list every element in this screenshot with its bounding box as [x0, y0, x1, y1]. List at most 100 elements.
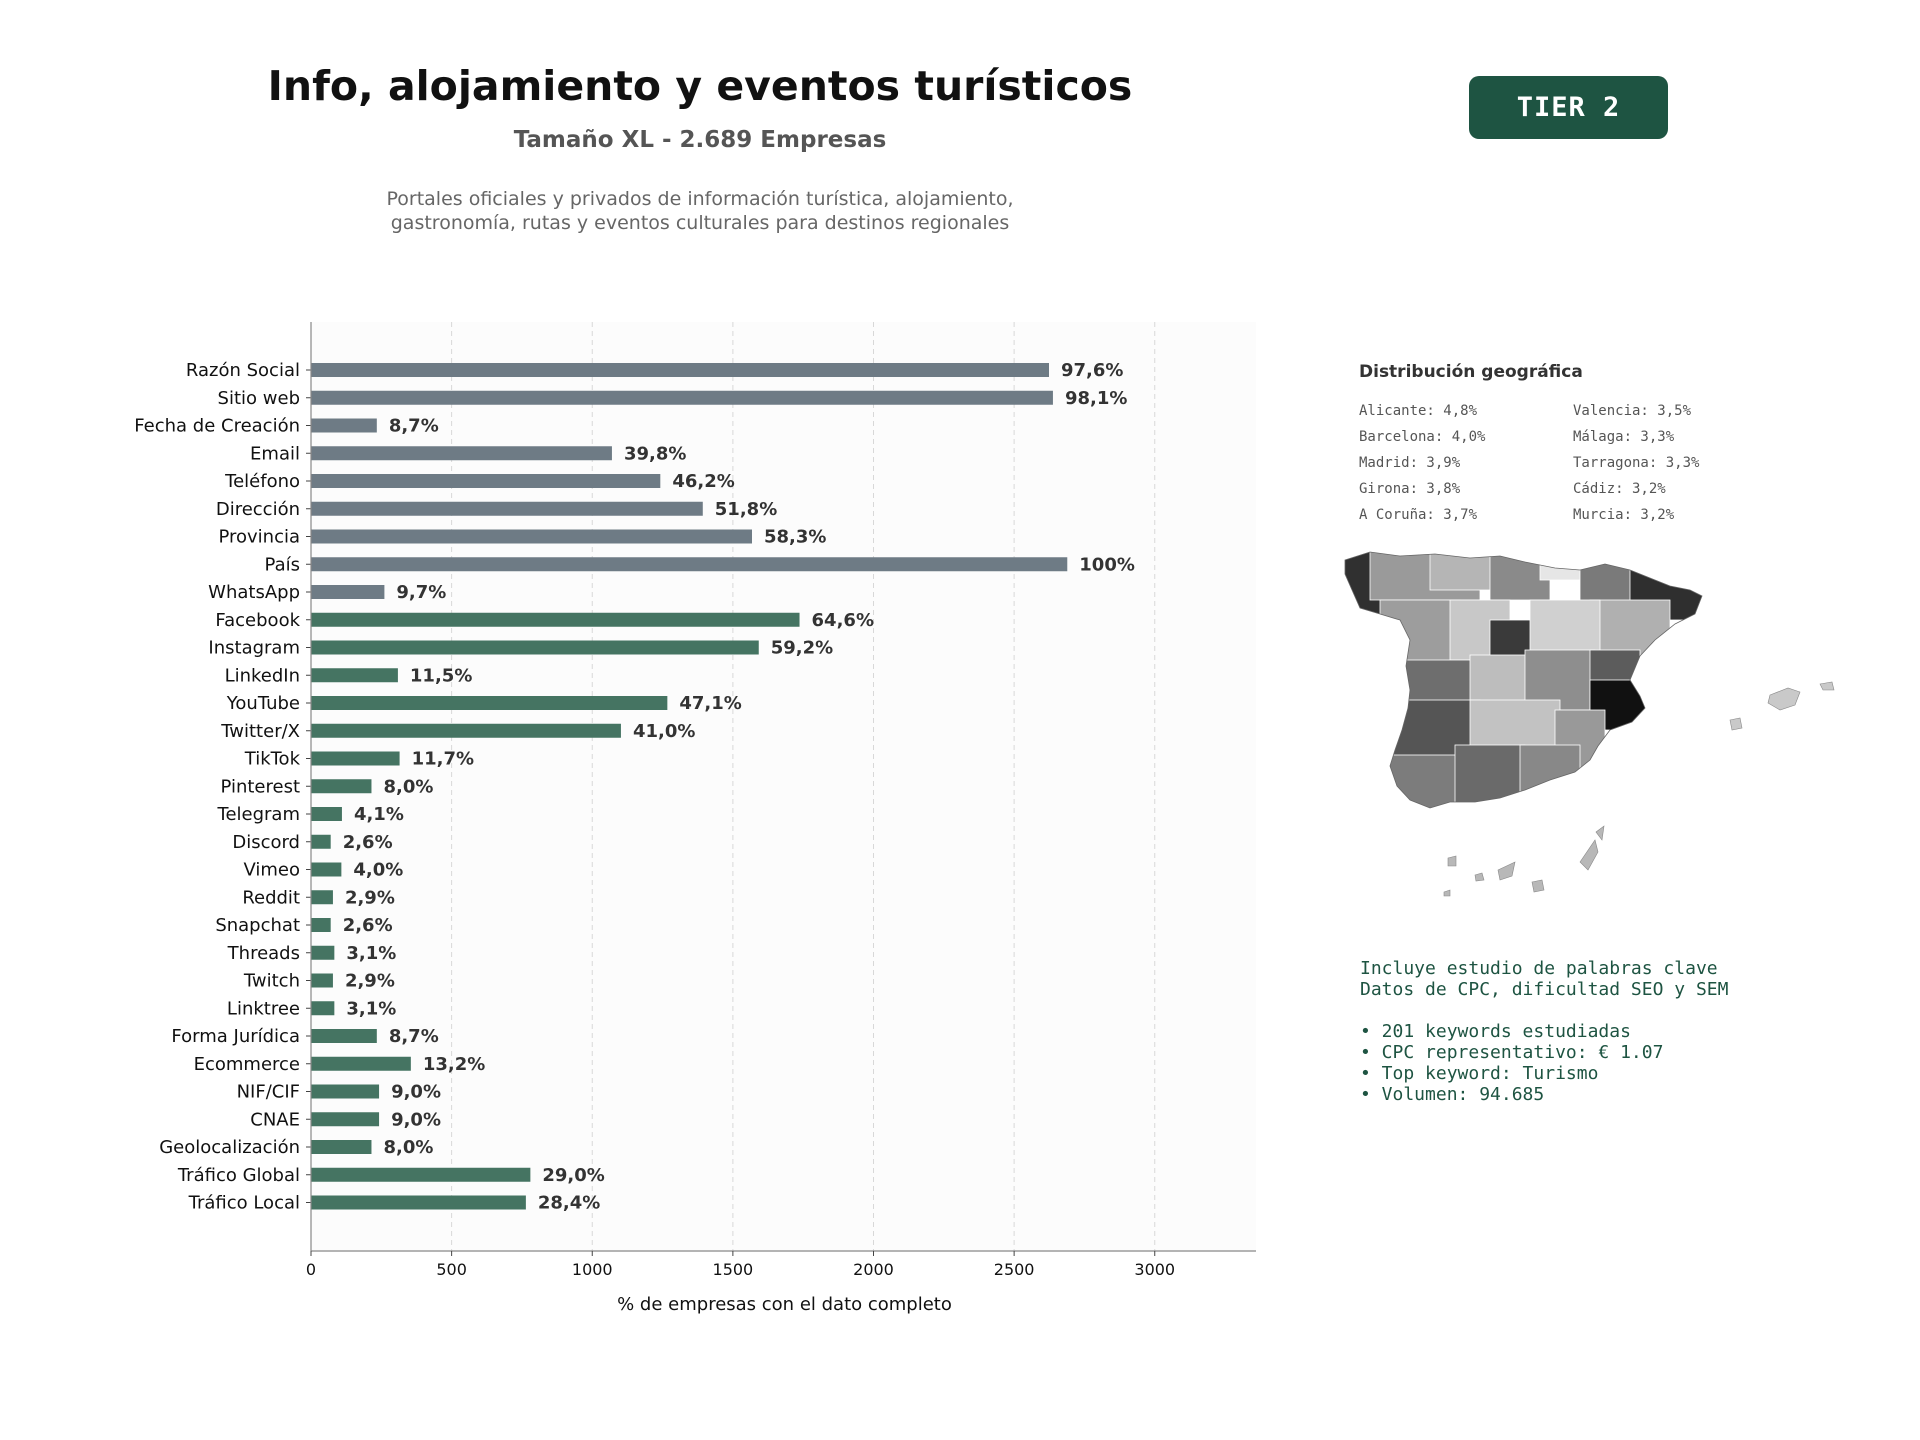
map-region: [1469, 699, 1561, 751]
page-title: Info, alojamiento y eventos turísticos: [267, 62, 1133, 110]
bar: [311, 1195, 526, 1210]
category-label: LinkedIn: [225, 665, 300, 686]
category-label: Forma Jurídica: [171, 1026, 300, 1047]
category-label: Instagram: [208, 638, 300, 659]
x-tick-label: 1000: [572, 1260, 613, 1279]
bar: [311, 723, 621, 738]
bar-value-label: 59,2%: [771, 638, 833, 659]
bar: [311, 612, 800, 627]
bar-value-label: 47,1%: [679, 693, 741, 714]
bar-value-label: 51,8%: [715, 499, 777, 520]
geo-item: A Coruña: 3,7%: [1359, 507, 1478, 523]
plot-background: [311, 322, 1256, 1251]
map-region: [1379, 754, 1461, 808]
bar-value-label: 8,0%: [383, 1137, 433, 1158]
bar-value-label: 8,7%: [389, 416, 439, 437]
category-label: Discord: [232, 832, 300, 853]
category-label: TikTok: [244, 749, 301, 770]
category-label: Tráfico Local: [188, 1193, 300, 1214]
bar-value-label: 8,0%: [383, 776, 433, 797]
geo-item: Alicante: 4,8%: [1359, 403, 1478, 419]
bar: [311, 973, 333, 988]
bar-value-label: 11,7%: [412, 749, 474, 770]
bar-value-label: 8,7%: [389, 1026, 439, 1047]
keywords-info: Incluye estudio de palabras clave Datos …: [1360, 958, 1860, 1105]
geo-item: Málaga: 3,3%: [1573, 429, 1675, 445]
geo-item: Valencia: 3,5%: [1573, 403, 1692, 419]
bar: [311, 1001, 335, 1016]
tier-badge: TIER 2: [1469, 76, 1668, 139]
bar: [311, 751, 400, 766]
bar: [311, 779, 372, 794]
category-label: Twitter/X: [220, 721, 300, 742]
bar: [311, 862, 342, 877]
category-label: Ecommerce: [194, 1054, 300, 1075]
category-label: YouTube: [226, 693, 300, 714]
bar-value-label: 11,5%: [410, 665, 472, 686]
bar-value-label: 2,9%: [345, 887, 395, 908]
geo-distribution-title: Distribución geográfica: [1359, 362, 1583, 382]
geo-item: Barcelona: 4,0%: [1359, 429, 1486, 445]
bar-value-label: 9,0%: [391, 1109, 441, 1130]
bar: [311, 1056, 411, 1071]
bar-value-label: 41,0%: [633, 721, 695, 742]
category-label: Geolocalización: [159, 1137, 300, 1158]
bar: [311, 696, 668, 710]
x-tick-label: 1500: [713, 1260, 754, 1279]
category-label: Teléfono: [224, 471, 300, 492]
bar: [311, 834, 331, 849]
bar: [311, 807, 342, 821]
category-label: Email: [250, 443, 300, 464]
x-tick-label: 2500: [994, 1260, 1035, 1279]
bar: [311, 418, 377, 433]
map-region: [1454, 744, 1526, 806]
keywords-line: Datos de CPC, dificultad SEO y SEM: [1360, 979, 1729, 1000]
bar-value-label: 39,8%: [624, 443, 686, 464]
bar-value-label: 46,2%: [672, 471, 734, 492]
spain-province-map: [1344, 551, 1835, 897]
category-label: Twitch: [243, 971, 300, 992]
keywords-bullet: • Volumen: 94.685: [1360, 1084, 1545, 1105]
category-label: Threads: [227, 943, 300, 964]
bar: [311, 668, 398, 683]
bar: [311, 945, 335, 960]
page-subtitle: Tamaño XL - 2.689 Empresas: [513, 127, 887, 153]
bar-value-label: 64,6%: [812, 610, 874, 631]
bar: [311, 501, 703, 516]
map-balearic-islands: [1729, 681, 1835, 731]
category-label: Telegram: [217, 804, 300, 825]
bar-value-label: 97,6%: [1061, 360, 1123, 381]
category-label: Fecha de Creación: [134, 416, 300, 437]
bar: [311, 1112, 380, 1127]
category-label: Sitio web: [218, 388, 300, 409]
bar-value-label: 9,7%: [396, 582, 446, 603]
bar-chart: 97,6% Razón Social 98,1% Sitio web 8,7% Fecha…: [134, 322, 1256, 1315]
keywords-bullet: • CPC representativo: € 1.07: [1360, 1042, 1664, 1063]
bar-value-label: 58,3%: [764, 527, 826, 548]
map-canary-islands: [1443, 825, 1605, 897]
bar-value-label: 100%: [1079, 554, 1135, 575]
category-label: CNAE: [250, 1109, 300, 1130]
bar-value-label: 4,0%: [353, 860, 403, 881]
map-region: [1379, 599, 1461, 671]
category-label: Tráfico Global: [177, 1165, 300, 1186]
category-label: Vimeo: [243, 860, 300, 881]
bar-value-label: 28,4%: [538, 1193, 600, 1214]
bar: [311, 363, 1049, 377]
bar-value-label: 2,9%: [345, 971, 395, 992]
bar-value-label: 2,6%: [343, 832, 393, 853]
bar: [311, 1084, 380, 1099]
category-label: Facebook: [215, 610, 300, 631]
description-line: gastronomía, rutas y eventos culturales …: [390, 212, 1010, 234]
bar: [311, 557, 1068, 572]
geo-item: Tarragona: 3,3%: [1573, 455, 1700, 471]
x-tick-label: 3000: [1134, 1260, 1175, 1279]
bar: [311, 390, 1053, 405]
category-label: Provincia: [218, 527, 300, 548]
bar: [311, 474, 661, 488]
category-label: Razón Social: [186, 360, 300, 381]
geo-item: Cádiz: 3,2%: [1573, 481, 1666, 497]
keywords-bullet: • Top keyword: Turismo: [1360, 1063, 1599, 1084]
bar: [311, 640, 759, 655]
x-axis-label: % de empresas con el dato completo: [617, 1294, 952, 1315]
